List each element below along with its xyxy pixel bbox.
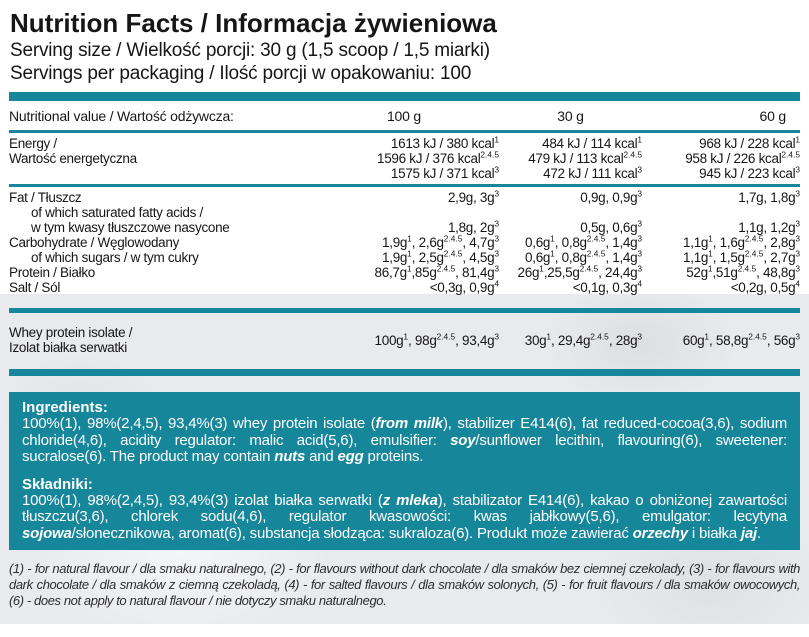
table-row-fat: Fat / Tłuszcz 2,9g, 3g3 0,9g, 0,9g3 1,7g… (9, 188, 800, 205)
ingredients-body-pl: 100%(1), 98%(2,4,5), 93,4%(3) izolat bia… (22, 491, 787, 542)
table-row-saturated-fat: of which saturated fatty acids / w tym k… (9, 205, 800, 235)
table-row-energy: Energy / Wartość energetyczna 1613 kJ / … (9, 134, 800, 181)
divider-bar-top (9, 92, 800, 101)
divider-bar-bottom (9, 369, 800, 376)
value-60g: 1,1g1, 1,6g2.4.5, 2,8g3 (683, 233, 800, 250)
macros-block: Fat / Tłuszcz 2,9g, 3g3 0,9g, 0,9g3 1,7g… (9, 187, 800, 308)
value-30g: 30g1, 29,4g2.4.5, 28g3 (524, 331, 642, 348)
value-60g: 1,7g, 1,8g3 (738, 188, 800, 205)
value-100g: 1,8g, 2g3 (447, 218, 499, 235)
value-60g: 968 kJ / 228 kcal1 958 kJ / 226 kcal2.4.… (685, 134, 800, 181)
value-30g: 0,6g1, 0,8g2.4.5, 1,4g3 (525, 233, 642, 250)
table-row-salt: Salt / Sól <0,3g, 0,9g4 <0,1g, 0,3g4 <0,… (9, 278, 800, 295)
table-row-sugars: of which sugars / w tym cukry 1,9g1, 2,5… (9, 248, 800, 265)
row-label: Energy / Wartość energetyczna (9, 136, 137, 166)
energy-block: Energy / Wartość energetyczna 1613 kJ / … (9, 133, 800, 184)
value-100g: 1,9g1, 2,6g2.4.5, 4,7g3 (382, 233, 499, 250)
column-header-60g: 60 g (759, 108, 787, 124)
value-100g: 86,7g1,85g2.4.5, 81,4g3 (374, 263, 499, 280)
serving-size-line: Serving size / Wielkość porcji: 30 g (1,… (10, 40, 490, 61)
row-label: Salt / Sól (9, 280, 61, 295)
table-row-protein: Protein / Białko 86,7g1,85g2.4.5, 81,4g3… (9, 263, 800, 280)
value-30g: 0,9g, 0,9g3 (580, 188, 642, 205)
value-60g: 60g1, 58,8g2.4.5, 56g3 (682, 331, 800, 348)
value-30g: 26g1,25,5g2.4.5, 24,4g3 (517, 263, 642, 280)
divider-line-1 (9, 130, 800, 133)
value-100g: 1,9g1, 2,5g2.4.5, 4,5g3 (382, 248, 499, 265)
table-header-row: Nutritional value / Wartość odżywcza: 10… (9, 101, 800, 130)
divider-line-3 (9, 308, 800, 313)
value-60g: 1,1g1, 1,5g2.4.5, 2,7g3 (683, 248, 800, 265)
row-label: Protein / Białko (9, 265, 95, 280)
column-header-30g: 30 g (557, 108, 584, 124)
ingredients-heading-pl: Składniki: (22, 475, 93, 493)
column-header-100g: 100 g (386, 108, 422, 124)
value-100g: 2,9g, 3g3 (447, 188, 499, 205)
page-title: Nutrition Facts / Informacja żywieniowa (10, 8, 497, 38)
row-label: Fat / Tłuszcz (9, 190, 82, 205)
row-label: Carbohydrate / Węglowodany (9, 235, 180, 250)
value-60g: 1,1g, 1,2g3 (738, 218, 800, 235)
servings-per-packaging-line: Servings per packaging / Ilość porcji w … (10, 63, 472, 84)
value-30g: 0,5g, 0,6g3 (580, 218, 642, 235)
value-60g: 52g1,51g2.4.5, 48,8g3 (686, 263, 800, 280)
ingredients-heading-en: Ingredients: (22, 399, 108, 416)
value-100g: 1613 kJ / 380 kcal1 1596 kJ / 376 kcal2.… (376, 134, 499, 181)
row-label: of which sugars / w tym cukry (31, 250, 199, 265)
value-100g: 100g1, 98g2.4.5, 93,4g3 (374, 331, 499, 348)
ingredients-gap (22, 466, 787, 476)
value-30g: 0,6g1, 0,8g2.4.5, 1,4g3 (525, 248, 642, 265)
ingredients-body-en: 100%(1), 98%(2,4,5), 93,4%(3) whey prote… (22, 415, 787, 465)
row-label: Whey protein isolate / Izolat białka ser… (9, 325, 133, 355)
table-row-whey-isolate: Whey protein isolate / Izolat białka ser… (9, 313, 800, 369)
ingredients-box: Ingredients: 100%(1), 98%(2,4,5), 93,4%(… (9, 392, 800, 550)
value-100g: <0,3g, 0,9g4 (429, 278, 499, 295)
table-header-label: Nutritional value / Wartość odżywcza: (9, 108, 234, 124)
footnote-text: (1) - for natural flavour / dla smaku na… (9, 561, 800, 608)
table-row-carbohydrate: Carbohydrate / Węglowodany 1,9g1, 2,6g2.… (9, 233, 800, 250)
value-30g: 484 kJ / 114 kcal1 479 kJ / 113 kcal2.4.… (528, 134, 642, 181)
label-content: Nutrition Facts / Informacja żywieniowa … (9, 8, 800, 608)
value-60g: <0,2g, 0,5g4 (730, 278, 800, 295)
value-30g: <0,1g, 0,3g4 (572, 278, 642, 295)
row-label: of which saturated fatty acids / w tym k… (31, 205, 230, 235)
divider-line-2 (9, 184, 800, 187)
